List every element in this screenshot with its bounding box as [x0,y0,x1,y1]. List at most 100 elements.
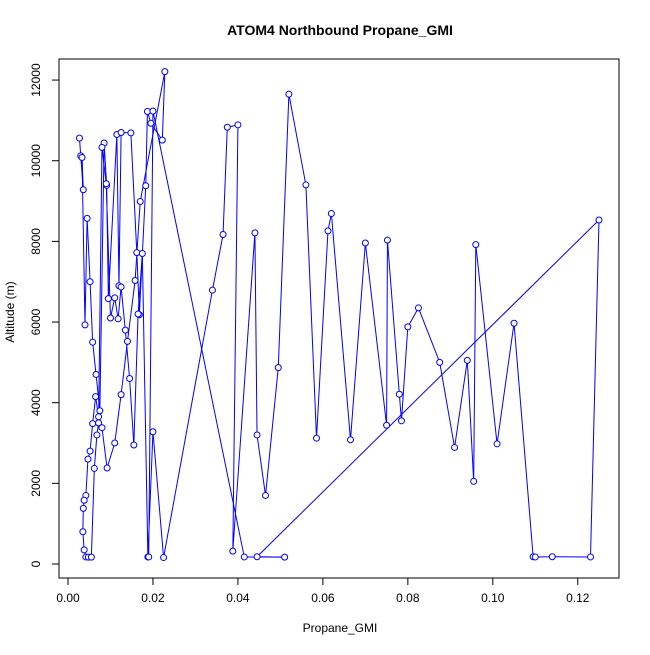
data-point [80,505,86,511]
x-tick-label: 0.10 [481,591,505,605]
data-point [118,129,124,135]
data-point [112,295,118,301]
data-point [90,421,96,427]
data-point [275,365,281,371]
data-point [405,324,411,330]
data-point [134,250,140,256]
data-point [150,108,156,114]
data-point [85,456,91,462]
data-point [362,240,368,246]
data-point [286,91,292,97]
data-point [93,394,99,400]
data-point [127,375,133,381]
data-point [122,327,128,333]
data-point [303,182,309,188]
data-point [81,497,87,503]
data-point [104,465,110,471]
x-tick-label: 0.00 [56,591,80,605]
y-tick-label: 6000 [29,308,43,335]
data-point [263,492,269,498]
data-point [143,183,149,189]
data-point [115,316,121,322]
data-point [511,320,517,326]
y-tick-label: 4000 [29,389,43,416]
y-tick-label: 2000 [29,470,43,497]
data-point [139,250,145,256]
data-point [347,437,353,443]
data-point [96,420,102,426]
data-point [235,122,241,128]
x-tick-label: 0.02 [141,591,165,605]
data-point [132,277,138,283]
data-point [97,408,103,414]
data-point [473,242,479,248]
data-point [150,429,156,435]
data-point [93,371,99,377]
data-point [415,305,421,311]
data-point [159,137,165,143]
data-point [464,357,470,363]
data-point [161,555,167,561]
data-point [124,338,130,344]
data-point [209,287,215,293]
data-point [437,359,443,365]
data-point [105,296,111,302]
y-tick-label: 8000 [29,228,43,255]
data-point [118,284,124,290]
y-tick-label: 12000 [29,63,43,97]
data-point [230,548,236,554]
data-point [91,465,97,471]
data-point [148,120,154,126]
data-point [96,414,102,420]
data-point [84,215,90,221]
x-tick-label: 0.08 [396,591,420,605]
data-point [224,124,230,130]
data-point [325,228,331,234]
x-tick-label: 0.12 [566,591,590,605]
data-point [471,478,477,484]
data-point [252,230,258,236]
data-point [94,432,100,438]
data-point [314,435,320,441]
data-point [87,279,93,285]
data-point [532,554,538,560]
data-point [220,232,226,238]
y-axis-label: Altitude (m) [3,281,17,342]
data-point [384,422,390,428]
data-point [254,432,260,438]
data-point [82,322,88,328]
data-point [162,69,168,75]
data-point [79,154,85,160]
x-tick-label: 0.06 [311,591,335,605]
data-point [137,198,143,204]
data-point [80,187,86,193]
data-point [596,217,602,223]
data-point [81,547,87,553]
data-point [549,554,555,560]
chart-title: ATOM4 Northbound Propane_GMI [227,22,453,38]
x-axis-label: Propane_GMI [303,621,378,635]
data-point [118,392,124,398]
data-point [135,311,141,317]
data-point [87,448,93,454]
data-point [80,529,86,535]
data-point [128,130,134,136]
x-tick-label: 0.04 [226,591,250,605]
data-point [396,391,402,397]
y-tick-label: 10000 [29,144,43,178]
data-point [254,554,260,560]
data-point [88,554,94,560]
data-point [452,444,458,450]
data-point [146,554,152,560]
data-point [90,339,96,345]
data-point [282,554,288,560]
data-point [131,442,137,448]
data-point [398,418,404,424]
data-point [107,315,113,321]
data-point [103,181,109,187]
data-point [99,144,105,150]
data-point [241,554,247,560]
